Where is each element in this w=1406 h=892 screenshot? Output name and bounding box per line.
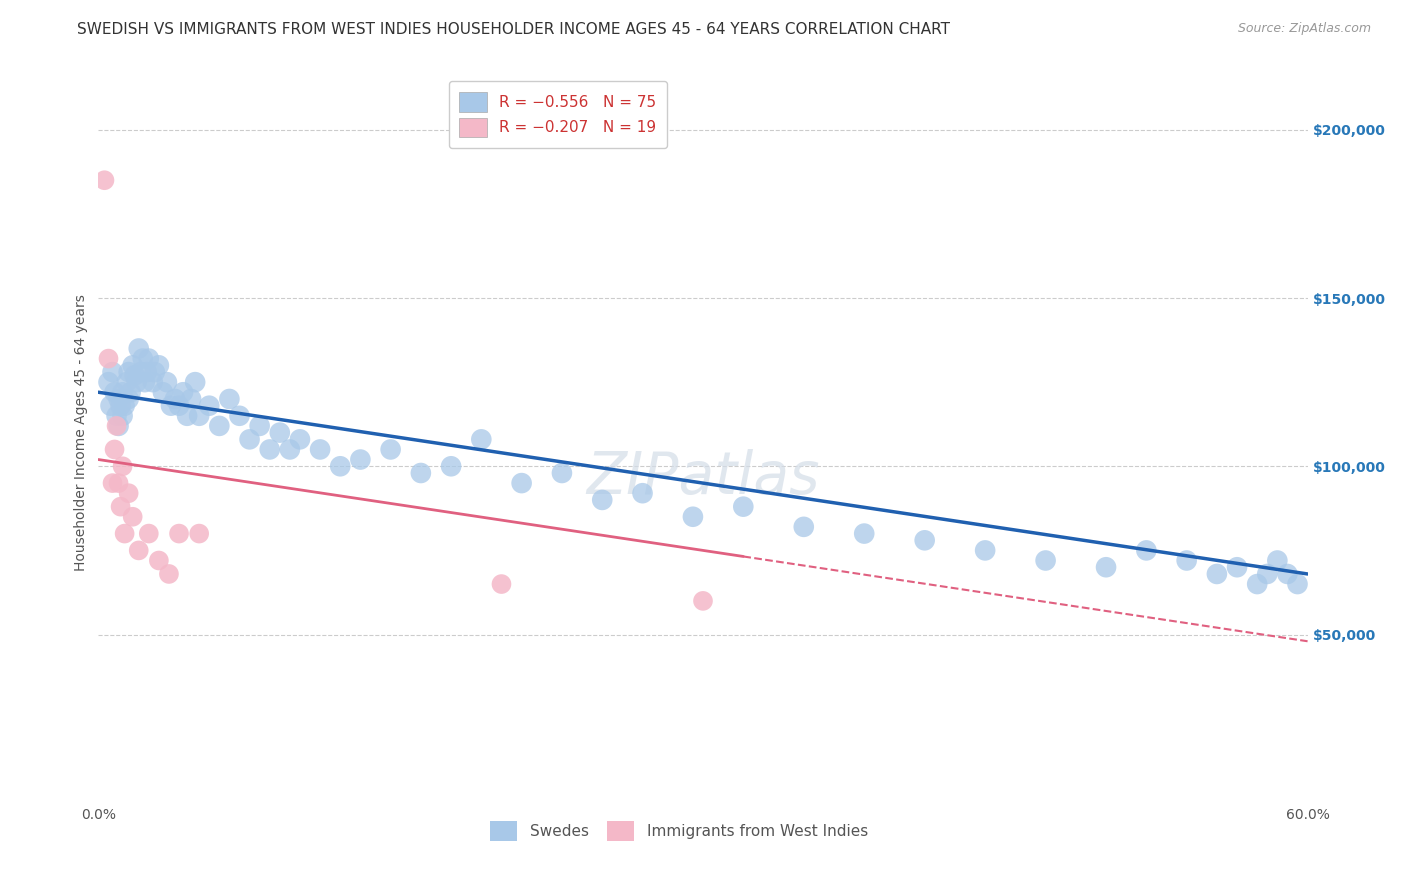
Point (1095, 560, 1118, 574)
Point (107, 476, 129, 491)
Point (93, 173, 115, 187)
Point (128, 342, 150, 356)
Point (118, 392, 141, 406)
Point (125, 375, 148, 389)
Point (105, 418, 128, 433)
Point (121, 509, 143, 524)
Point (914, 533, 936, 548)
Point (409, 466, 432, 480)
Point (733, 500, 755, 514)
Point (470, 433, 492, 447)
Point (167, 399, 190, 413)
Point (188, 409, 211, 423)
Point (1035, 553, 1057, 567)
Point (160, 399, 183, 413)
Point (135, 365, 157, 379)
Point (157, 566, 180, 581)
Point (188, 526, 211, 541)
Point (142, 375, 165, 389)
Point (118, 486, 141, 500)
Point (148, 359, 170, 373)
Point (110, 500, 132, 514)
Point (184, 375, 207, 389)
Point (111, 459, 134, 474)
Point (239, 433, 262, 447)
Point (115, 375, 138, 389)
Y-axis label: Householder Income Ages 45 - 64 years: Householder Income Ages 45 - 64 years (75, 294, 89, 571)
Point (138, 526, 160, 541)
Point (380, 442, 402, 457)
Point (1226, 560, 1249, 574)
Point (692, 594, 714, 608)
Point (138, 351, 160, 366)
Point (309, 442, 332, 457)
Point (167, 526, 190, 541)
Point (349, 452, 371, 467)
Point (1277, 566, 1299, 581)
Point (143, 365, 166, 379)
Point (180, 392, 202, 406)
Point (631, 486, 654, 500)
Point (101, 476, 124, 491)
Point (974, 543, 997, 558)
Point (118, 365, 141, 379)
Point (1267, 553, 1289, 567)
Point (114, 399, 136, 413)
Point (172, 385, 194, 400)
Point (124, 368, 146, 383)
Point (551, 466, 574, 480)
Point (1286, 577, 1309, 591)
Point (591, 492, 613, 507)
Point (288, 433, 311, 447)
Point (128, 543, 150, 558)
Point (107, 392, 129, 406)
Text: SWEDISH VS IMMIGRANTS FROM WEST INDIES HOUSEHOLDER INCOME AGES 45 - 64 YEARS COR: SWEDISH VS IMMIGRANTS FROM WEST INDIES H… (77, 22, 950, 37)
Point (103, 442, 125, 457)
Point (101, 365, 124, 379)
Point (1135, 543, 1157, 558)
Point (152, 385, 174, 400)
Point (107, 418, 129, 433)
Point (329, 459, 352, 474)
Point (1246, 577, 1268, 591)
Point (208, 418, 231, 433)
Point (176, 409, 198, 423)
Point (198, 399, 221, 413)
Point (100, 399, 122, 413)
Point (269, 425, 291, 440)
Point (120, 385, 142, 400)
Point (853, 526, 876, 541)
Point (1256, 566, 1278, 581)
Point (129, 365, 152, 379)
Point (682, 509, 704, 524)
Point (278, 442, 301, 457)
Point (97, 375, 120, 389)
Point (793, 520, 815, 534)
Point (110, 399, 132, 413)
Point (228, 409, 250, 423)
Text: ZIPatlas: ZIPatlas (586, 449, 820, 506)
Legend: Swedes, Immigrants from West Indies: Swedes, Immigrants from West Indies (484, 815, 875, 847)
Point (105, 409, 128, 423)
Point (121, 359, 143, 373)
Point (440, 459, 463, 474)
Point (163, 392, 186, 406)
Point (218, 392, 240, 406)
Point (111, 385, 134, 400)
Point (148, 553, 170, 567)
Point (510, 476, 533, 491)
Point (491, 577, 513, 591)
Point (156, 375, 179, 389)
Point (1206, 566, 1229, 581)
Point (259, 442, 281, 457)
Point (114, 526, 136, 541)
Point (134, 375, 156, 389)
Point (103, 385, 125, 400)
Point (249, 418, 271, 433)
Text: Source: ZipAtlas.com: Source: ZipAtlas.com (1237, 22, 1371, 36)
Point (1175, 553, 1198, 567)
Point (111, 409, 134, 423)
Point (132, 351, 155, 366)
Point (97, 351, 120, 366)
